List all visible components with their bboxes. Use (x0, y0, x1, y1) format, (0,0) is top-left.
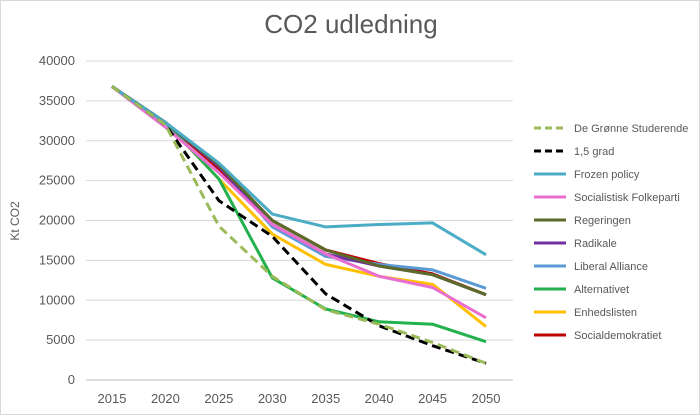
series-line-0 (111, 85, 487, 365)
legend-label-4: Regeringen (574, 215, 631, 227)
series-line-3 (111, 85, 487, 320)
y-tick-label: 10000 (39, 292, 75, 307)
series-line-1 (111, 85, 487, 365)
legend-label-3: Socialistisk Folkeparti (574, 192, 680, 204)
y-tick-label: 40000 (39, 53, 75, 68)
legend-label-5: Radikale (574, 238, 617, 250)
legend-label-1: 1,5 grad (574, 146, 614, 158)
x-tick-label: 2045 (418, 391, 447, 406)
x-tick-label: 2050 (472, 391, 501, 406)
legend-label-7: Alternativet (574, 284, 629, 296)
series-line-6 (111, 85, 487, 290)
x-tick-label: 2030 (258, 391, 287, 406)
x-tick-label: 2015 (98, 391, 127, 406)
y-tick-label: 5000 (46, 332, 75, 347)
chart-title: CO2 udledning (264, 9, 438, 39)
y-tick-label: 0 (68, 372, 75, 387)
legend-label-8: Enhedslisten (574, 307, 637, 319)
x-tick-label: 2035 (311, 391, 340, 406)
legend-label-6: Liberal Alliance (574, 261, 648, 273)
legend-label-2: Frozen policy (574, 169, 640, 181)
x-tick-label: 2020 (151, 391, 180, 406)
y-tick-label: 25000 (39, 173, 75, 188)
legend-label-0: De Grønne Studerende (574, 123, 688, 135)
series-line-8 (111, 85, 487, 328)
y-tick-label: 30000 (39, 133, 75, 148)
series-line-2 (111, 85, 487, 257)
x-tick-label: 2025 (204, 391, 233, 406)
y-tick-label: 20000 (39, 213, 75, 228)
y-tick-label: 35000 (39, 93, 75, 108)
y-tick-label: 15000 (39, 252, 75, 267)
x-tick-label: 2040 (365, 391, 394, 406)
legend-label-9: Socialdemokratiet (574, 330, 661, 342)
